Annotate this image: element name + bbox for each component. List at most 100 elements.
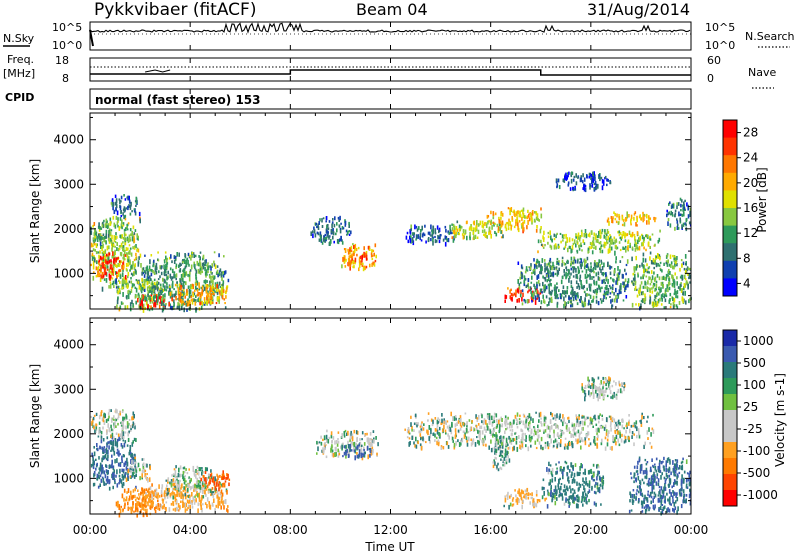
heatmap-cell xyxy=(417,422,419,426)
heatmap-cell xyxy=(604,424,607,429)
heatmap-cell xyxy=(567,172,569,175)
heatmap-cell xyxy=(626,259,629,264)
heatmap-cell xyxy=(110,260,112,265)
heatmap-cell xyxy=(411,435,413,440)
heatmap-cell xyxy=(120,479,123,484)
heatmap-cell xyxy=(352,442,355,446)
heatmap-cell xyxy=(125,283,128,288)
heatmap-cell xyxy=(135,244,137,248)
heatmap-cell xyxy=(547,231,550,235)
heatmap-cell xyxy=(111,245,113,250)
heatmap-cell xyxy=(116,441,119,447)
heatmap-cell xyxy=(345,444,347,449)
heatmap-cell xyxy=(98,259,101,263)
heatmap-cell xyxy=(182,282,185,288)
heatmap-cell xyxy=(373,439,375,444)
heatmap-cell xyxy=(549,298,551,303)
heatmap-cell xyxy=(511,216,513,221)
heatmap-cell xyxy=(371,258,374,261)
heatmap-cell xyxy=(515,293,517,298)
heatmap-cell xyxy=(182,470,185,475)
heatmap-cell xyxy=(649,294,651,298)
heatmap-cell xyxy=(584,229,587,233)
heatmap-cell xyxy=(142,493,144,497)
heatmap-cell xyxy=(615,294,617,300)
heatmap-cell xyxy=(427,238,430,243)
heatmap-cell xyxy=(179,298,182,303)
heatmap-cell xyxy=(416,424,418,428)
heatmap-cell xyxy=(570,267,573,271)
heatmap-cell xyxy=(650,278,653,283)
heatmap-cell xyxy=(148,305,150,308)
heatmap-cell xyxy=(538,264,540,267)
heatmap-cell xyxy=(610,242,613,245)
heatmap-cell xyxy=(530,416,532,421)
heatmap-cell xyxy=(586,264,588,268)
heatmap-cell xyxy=(330,431,333,436)
heatmap-cell xyxy=(92,264,95,270)
heatmap-cell xyxy=(509,289,511,294)
heatmap-cell xyxy=(190,486,193,490)
heatmap-cell xyxy=(639,214,641,219)
heatmap-cell xyxy=(580,177,583,182)
heatmap-cell xyxy=(621,433,623,437)
heatmap-cell xyxy=(430,429,432,435)
heatmap-cell xyxy=(131,299,133,304)
heatmap-cell xyxy=(140,491,142,496)
heatmap-cell xyxy=(531,217,533,223)
heatmap-cell xyxy=(206,484,209,489)
heatmap-cell xyxy=(126,226,128,230)
heatmap-cell xyxy=(658,264,661,267)
heatmap-cell xyxy=(636,434,638,439)
heatmap-cell xyxy=(152,500,154,504)
heatmap-cell xyxy=(109,283,112,289)
heatmap-cell xyxy=(190,294,193,297)
heatmap-cell xyxy=(163,288,166,291)
heatmap-cell xyxy=(149,259,151,265)
heatmap-cell xyxy=(547,283,550,286)
heatmap-cell xyxy=(188,296,191,299)
heatmap-cell xyxy=(124,502,126,506)
heatmap-cell xyxy=(137,502,140,506)
heatmap-cell xyxy=(115,235,117,240)
heatmap-cell xyxy=(419,429,422,433)
heatmap-cell xyxy=(178,467,180,473)
heatmap-cell xyxy=(580,437,583,442)
heatmap-cell xyxy=(624,232,627,236)
heatmap-cell xyxy=(573,430,576,434)
heatmap-cell xyxy=(125,207,128,210)
heatmap-cell xyxy=(578,244,580,248)
heatmap-cell xyxy=(626,426,628,429)
heatmap-cell xyxy=(606,219,609,223)
heatmap-cell xyxy=(112,202,115,207)
heatmap-cell xyxy=(188,500,191,504)
heatmap-cell xyxy=(609,292,612,295)
heatmap-cell xyxy=(483,418,486,421)
heatmap-cell xyxy=(669,306,672,309)
heatmap-cell xyxy=(105,447,108,451)
heatmap-cell xyxy=(615,421,617,425)
heatmap-cell xyxy=(156,283,158,287)
heatmap-cell xyxy=(177,298,179,301)
heatmap-cell xyxy=(217,483,220,487)
heatmap-cell xyxy=(495,413,498,418)
heatmap-cell xyxy=(501,446,503,449)
heatmap-cell xyxy=(615,246,618,250)
heatmap-cell xyxy=(610,246,613,251)
heatmap-cell xyxy=(178,291,181,294)
heatmap-cell xyxy=(125,247,128,251)
heatmap-cell xyxy=(531,220,533,225)
heatmap-cell xyxy=(95,251,98,255)
heatmap-cell xyxy=(409,238,412,243)
heatmap-cell xyxy=(642,257,645,263)
heatmap-cell xyxy=(585,265,587,268)
heatmap-cell xyxy=(494,222,496,225)
heatmap-cell xyxy=(634,286,637,290)
heatmap-cell xyxy=(568,430,571,434)
heatmap-cell xyxy=(354,257,357,263)
heatmap-cell xyxy=(427,231,430,235)
heatmap-cell xyxy=(199,467,202,472)
heatmap-cell xyxy=(204,266,206,272)
heatmap-cell xyxy=(102,426,104,430)
heatmap-cell xyxy=(685,300,687,305)
